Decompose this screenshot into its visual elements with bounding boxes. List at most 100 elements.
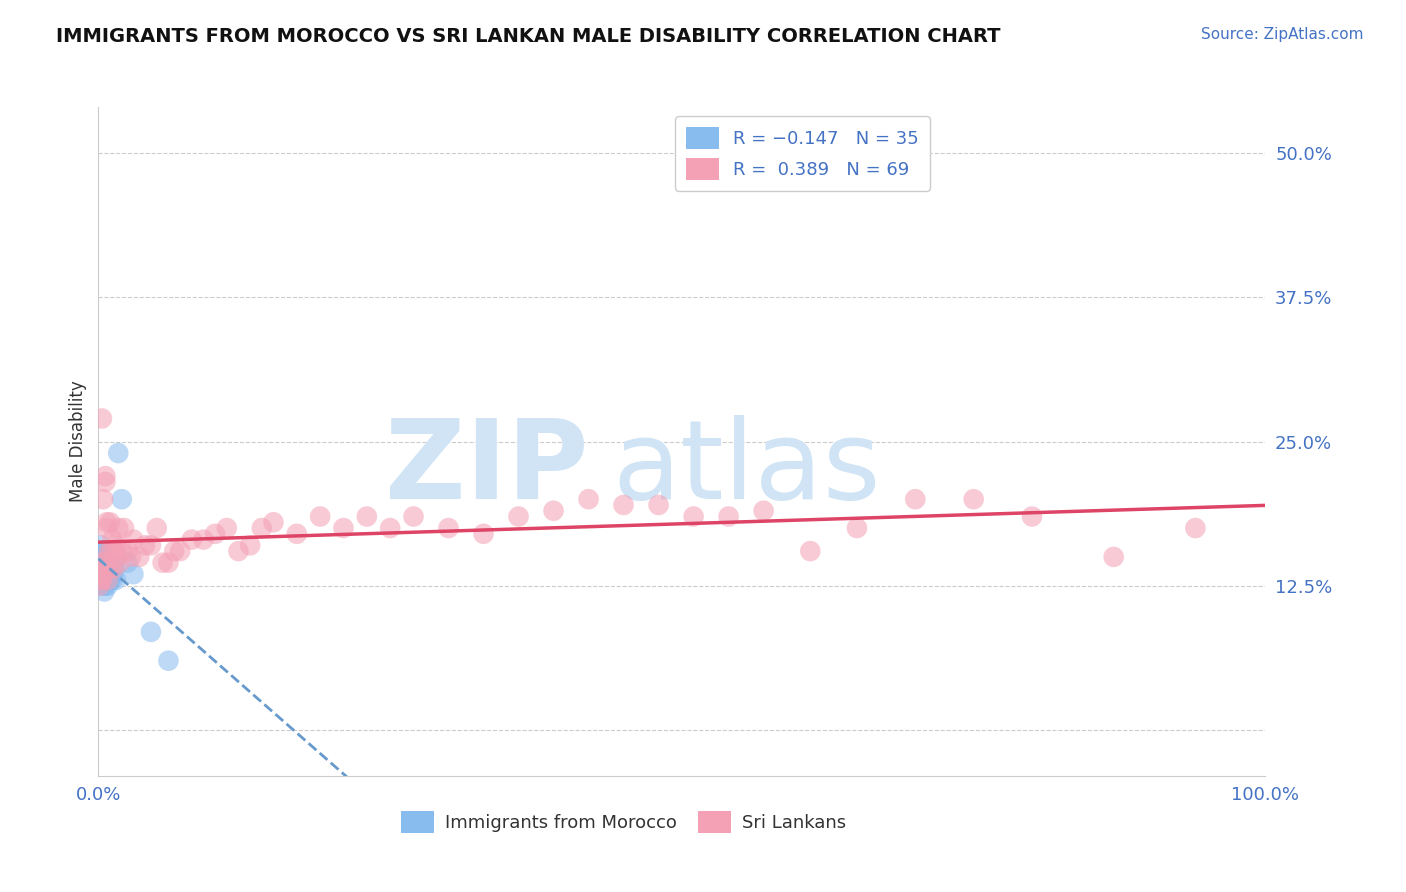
Point <box>104 573 127 587</box>
Point <box>90 538 112 552</box>
Point <box>193 533 215 547</box>
Point <box>146 521 169 535</box>
Point <box>543 504 565 518</box>
Point <box>101 533 124 547</box>
Point <box>380 521 402 535</box>
Point <box>472 526 495 541</box>
Point <box>100 544 122 558</box>
Point <box>157 654 180 668</box>
Point <box>107 446 129 460</box>
Point <box>98 556 121 570</box>
Point <box>108 556 131 570</box>
Point <box>89 556 111 570</box>
Point <box>89 544 111 558</box>
Point <box>93 573 115 587</box>
Point <box>613 498 636 512</box>
Point <box>437 521 460 535</box>
Point <box>91 567 114 582</box>
Point <box>204 526 226 541</box>
Text: atlas: atlas <box>612 415 880 522</box>
Point <box>799 544 821 558</box>
Point <box>122 533 145 547</box>
Point <box>152 556 174 570</box>
Point <box>508 509 530 524</box>
Point <box>97 544 120 558</box>
Point <box>117 544 139 558</box>
Point <box>752 504 775 518</box>
Point <box>101 573 124 587</box>
Point <box>717 509 740 524</box>
Point <box>402 509 425 524</box>
Point <box>111 492 134 507</box>
Point <box>107 521 129 535</box>
Point <box>90 556 112 570</box>
Point <box>169 544 191 558</box>
Point <box>89 579 111 593</box>
Point <box>1102 549 1125 564</box>
Point <box>98 516 121 530</box>
Y-axis label: Male Disability: Male Disability <box>69 381 87 502</box>
Point <box>103 561 125 575</box>
Point <box>100 567 122 582</box>
Point <box>103 567 125 582</box>
Point <box>128 549 150 564</box>
Point <box>139 624 162 639</box>
Point <box>97 556 120 570</box>
Point <box>91 573 114 587</box>
Point <box>93 584 115 599</box>
Point <box>1021 509 1043 524</box>
Point <box>111 544 134 558</box>
Point <box>91 561 114 575</box>
Point <box>90 561 112 575</box>
Point <box>112 521 135 535</box>
Point <box>139 538 162 552</box>
Legend: Immigrants from Morocco, Sri Lankans: Immigrants from Morocco, Sri Lankans <box>394 804 853 840</box>
Point <box>97 573 120 587</box>
Point <box>309 509 332 524</box>
Text: ZIP: ZIP <box>385 415 589 522</box>
Point <box>96 556 118 570</box>
Point <box>122 567 145 582</box>
Point <box>962 492 984 507</box>
Point <box>91 544 114 558</box>
Point <box>90 567 112 582</box>
Point <box>89 561 111 575</box>
Point <box>90 579 112 593</box>
Point <box>96 516 118 530</box>
Text: IMMIGRANTS FROM MOROCCO VS SRI LANKAN MALE DISABILITY CORRELATION CHART: IMMIGRANTS FROM MOROCCO VS SRI LANKAN MA… <box>56 27 1001 45</box>
Point <box>97 573 120 587</box>
Point <box>104 561 127 575</box>
Point <box>93 556 115 570</box>
Point <box>105 549 128 564</box>
Point <box>1184 521 1206 535</box>
Point <box>96 521 118 535</box>
Point <box>94 475 117 489</box>
Point <box>647 498 669 512</box>
Point <box>97 561 120 575</box>
Point <box>90 411 112 425</box>
Point <box>90 573 112 587</box>
Point <box>157 556 180 570</box>
Point <box>120 549 142 564</box>
Point <box>90 573 112 587</box>
Point <box>104 538 127 552</box>
Point <box>239 538 262 552</box>
Point <box>94 469 117 483</box>
Point <box>163 544 186 558</box>
Point <box>94 579 117 593</box>
Point <box>98 573 121 587</box>
Point <box>98 561 121 575</box>
Point <box>904 492 927 507</box>
Point <box>134 538 156 552</box>
Point <box>104 544 127 558</box>
Point <box>94 561 117 575</box>
Point <box>215 521 238 535</box>
Point <box>228 544 250 558</box>
Point <box>90 549 112 564</box>
Point <box>332 521 354 535</box>
Point <box>846 521 869 535</box>
Point <box>96 573 118 587</box>
Point <box>91 492 114 507</box>
Point <box>262 516 284 530</box>
Point <box>285 526 308 541</box>
